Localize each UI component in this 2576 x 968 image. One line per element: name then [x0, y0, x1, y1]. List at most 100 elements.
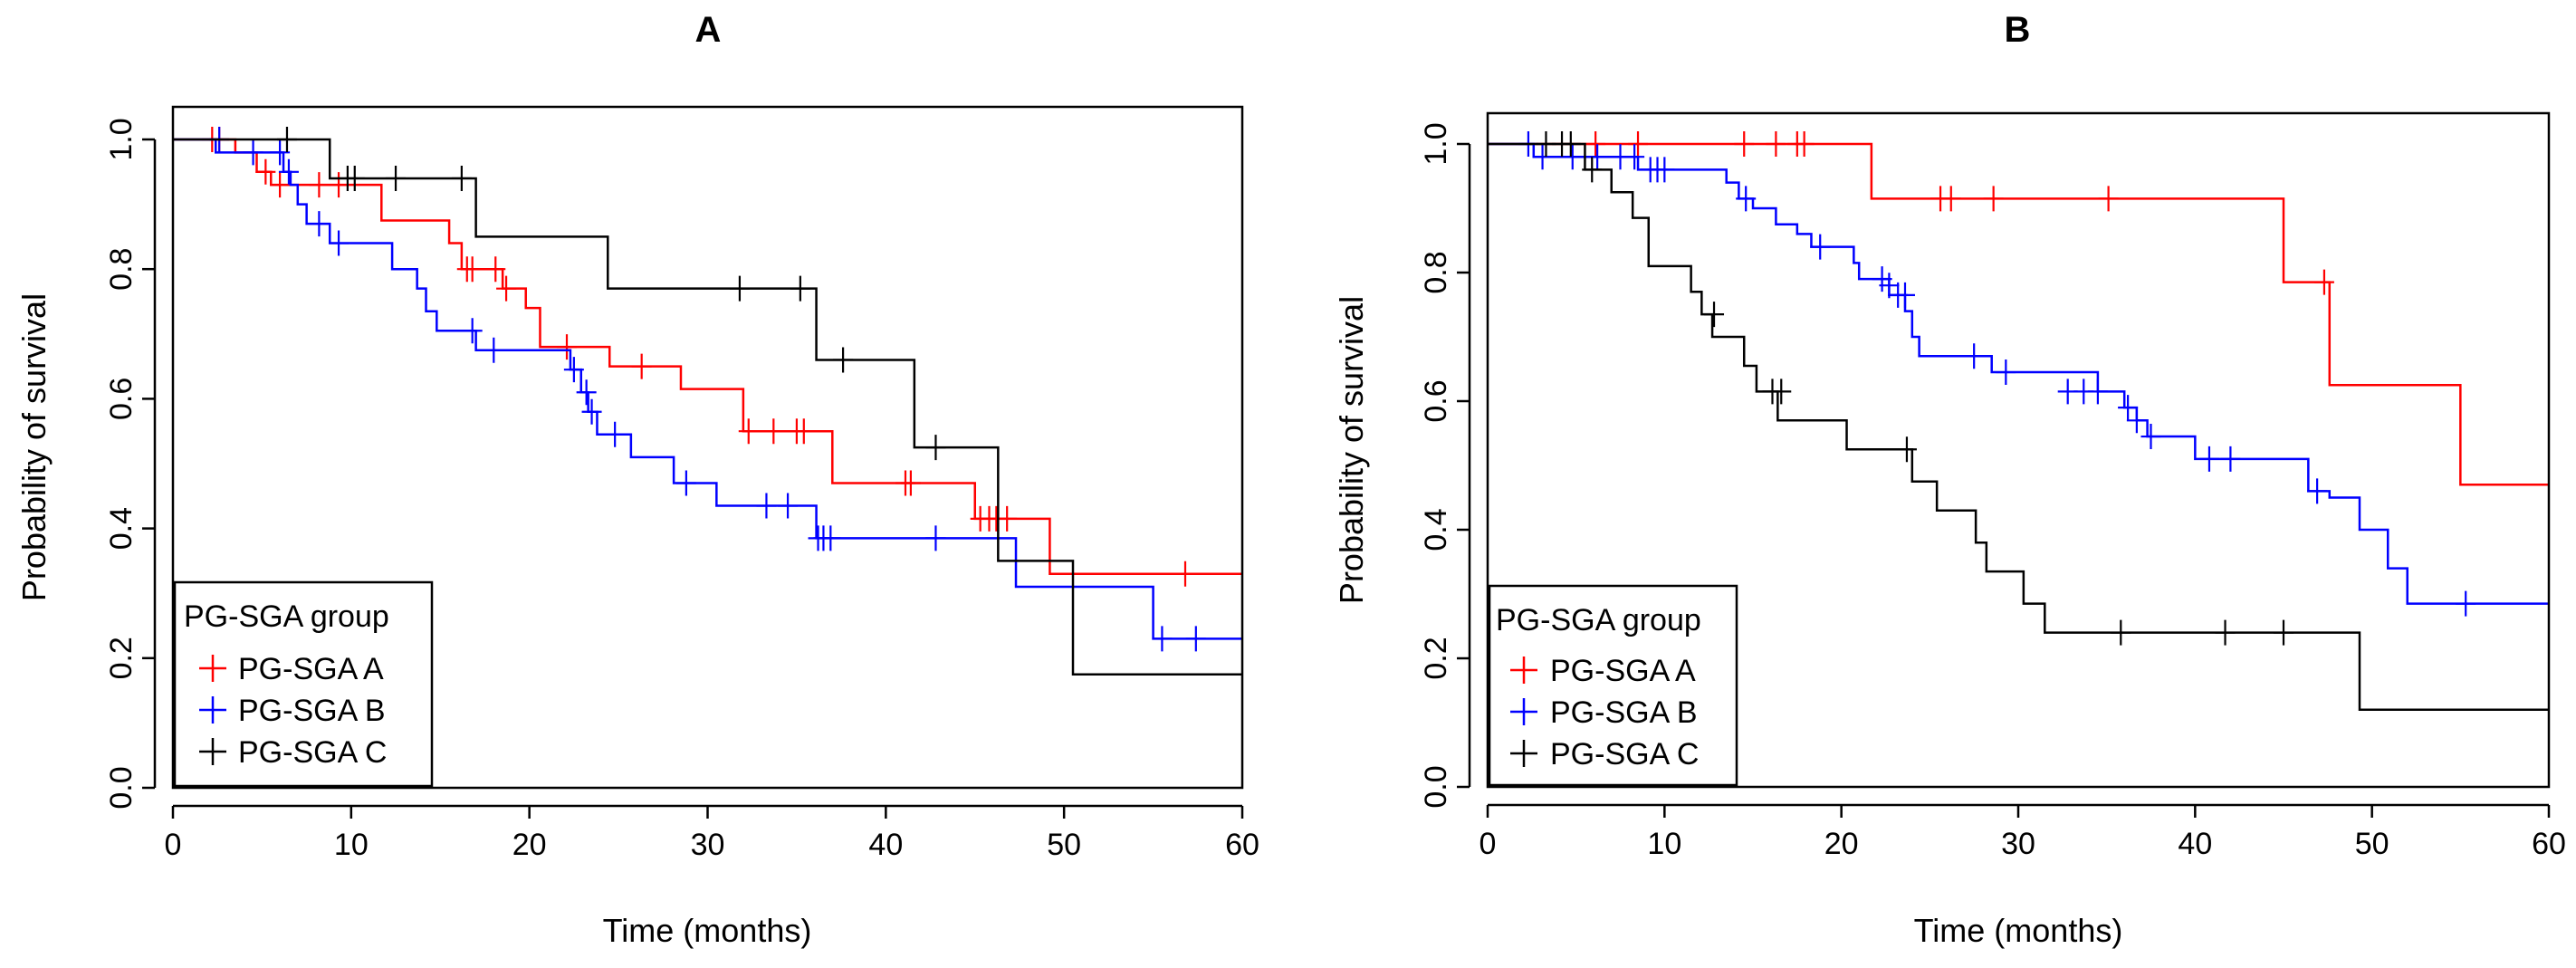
chart-b-legend-title: PG-SGA group [1496, 603, 1701, 637]
chart-b-x-tick-label: 60 [2532, 827, 2566, 861]
chart-a-censor-mark-pg-sga-c [386, 165, 407, 191]
chart-b-censor-mark-pg-sga-c [1896, 436, 1917, 463]
chart-b-censor-mark-pg-sga-b [1532, 144, 1553, 170]
chart-a-censor-mark-pg-sga-a [496, 275, 517, 302]
chart-a-censor-mark-pg-sga-a [329, 172, 350, 198]
chart-a-censor-mark-pg-sga-a [900, 470, 921, 496]
chart-a-censor-mark-pg-sga-b [581, 398, 602, 425]
chart-a-censor-mark-pg-sga-b [605, 421, 626, 447]
chart-a-censor-mark-pg-sga-b [778, 493, 799, 519]
chart-b-y-tick-label: 0.8 [1419, 251, 1453, 293]
chart-a-y-tick-label: 0.2 [104, 637, 139, 679]
chart-a-censor-mark-pg-sga-a [462, 256, 483, 283]
chart-b-legend-entry-a: PG-SGA A [1510, 654, 1696, 688]
chart-a-x-tick-label: 10 [334, 828, 369, 862]
chart-b-censor-mark-pg-sga-c [2111, 619, 2131, 646]
chart-panel-b: B 0 10 20 30 40 50 60 0.0 0.2 0.4 0.6 0.8 1.0 Time … [1333, 10, 2566, 949]
chart-b-x-tick-label: 50 [2355, 827, 2389, 861]
chart-b-censor-mark-pg-sga-c [2274, 619, 2294, 646]
chart-b-legend: PG-SGA group PG-SGA A PG-SGA B PG-SGA C [1488, 584, 1738, 787]
chart-a-censor-mark-pg-sga-b [484, 337, 504, 363]
chart-a-censor-mark-pg-sga-b [820, 525, 841, 551]
chart-b-title: B [2005, 10, 2031, 50]
chart-a-x-tick-label: 30 [691, 828, 725, 862]
chart-b-censor-mark-pg-sga-b [1562, 144, 1583, 170]
chart-b-y-tick-label: 0.6 [1419, 379, 1453, 422]
chart-a-legend-label-a: PG-SGA A [238, 652, 384, 686]
chart-a-censor-mark-pg-sga-b [576, 379, 597, 406]
chart-a-legend-marker-a [199, 655, 226, 682]
chart-b-y-tick-label: 0.4 [1419, 508, 1453, 551]
chart-a-x-axis-label: Time (months) [603, 912, 812, 949]
chart-a-censor-mark-pg-sga-c [790, 275, 810, 302]
chart-panel-a: A 0 10 20 30 40 50 60 0.0 0.2 0.4 0.6 0.8 1.0 Time … [15, 10, 1259, 949]
chart-b-legend-entry-c: PG-SGA C [1510, 737, 1699, 772]
chart-b-censor-mark-pg-sga-a [2098, 186, 2119, 212]
chart-b-censor-mark-pg-sga-b [1894, 282, 1915, 308]
chart-a-censor-mark-pg-sga-c [833, 347, 854, 373]
chart-a-curve-pg-sga-a [173, 138, 1242, 575]
chart-b-y-tick-label: 1.0 [1419, 122, 1453, 165]
chart-a-censor-mark-pg-sga-a [793, 418, 814, 445]
chart-b-y-axis: 0.0 0.2 0.4 0.6 0.8 1.0 [1419, 122, 1471, 809]
chart-a-legend-entry-b: PG-SGA B [199, 694, 386, 728]
chart-b-censor-mark-pg-sga-b [1654, 157, 1675, 183]
chart-b-legend-entry-b: PG-SGA B [1510, 695, 1698, 730]
chart-a-censor-mark-pg-sga-a [485, 256, 506, 283]
chart-b-censor-mark-pg-sga-b [1879, 273, 1900, 299]
chart-b-censor-mark-pg-sga-b [2220, 446, 2241, 472]
chart-b-censor-mark-pg-sga-a [1585, 131, 1606, 157]
chart-b-censor-mark-pg-sga-b [1736, 186, 1757, 212]
chart-b-censor-mark-pg-sga-c [1582, 157, 1603, 183]
chart-a-legend: PG-SGA group PG-SGA A PG-SGA B PG-SGA C [173, 580, 434, 788]
chart-a-censor-mark-pg-sga-b [756, 493, 777, 519]
chart-a-y-tick-label: 0.8 [104, 248, 139, 291]
chart-a-legend-title: PG-SGA group [184, 599, 389, 634]
chart-b-x-tick-label: 20 [1824, 827, 1859, 861]
chart-b-x-axis-label: Time (months) [1914, 912, 2123, 949]
chart-b-censor-mark-pg-sga-b [2198, 446, 2219, 472]
chart-a-censor-mark-pg-sga-a [557, 334, 578, 360]
chart-b-censor-mark-pg-sga-b [2307, 478, 2328, 504]
chart-a-censor-mark-pg-sga-b [1185, 626, 1206, 652]
chart-a-x-axis: 0 10 20 30 40 50 60 [165, 804, 1259, 862]
chart-b-legend-marker-a [1510, 657, 1537, 684]
chart-a-legend-box [173, 580, 434, 788]
chart-b-y-tick-label: 0.2 [1419, 637, 1453, 679]
chart-b-legend-marker-c [1510, 740, 1537, 767]
chart-a-censor-mark-pg-sga-b [270, 139, 291, 166]
chart-b-y-axis-label: Probability of survival [1333, 296, 1370, 604]
chart-b-censor-mark-pg-sga-a [1628, 131, 1649, 157]
chart-a-censor-mark-pg-sga-a [1175, 561, 1196, 587]
chart-b-censor-mark-pg-sga-c [1560, 131, 1581, 157]
chart-a-censor-mark-pg-sga-b [1152, 626, 1173, 652]
chart-a-censor-mark-pg-sga-b [925, 525, 946, 551]
chart-b-x-tick-label: 10 [1647, 827, 1681, 861]
chart-a-censor-mark-pg-sga-c [276, 127, 297, 152]
chart-b-censor-mark-pg-sga-b [2140, 424, 2161, 450]
chart-a-censor-mark-pg-sga-b [243, 139, 263, 166]
chart-b-censor-mark-pg-sga-b [2126, 407, 2147, 434]
chart-b-censor-mark-pg-sga-a [1940, 186, 1961, 212]
chart-a-censor-mark-pg-sga-c [344, 165, 365, 191]
chart-b-censor-mark-pg-sga-c [1704, 302, 1725, 328]
chart-b-censor-mark-pg-sga-a [1734, 131, 1755, 157]
chart-a-legend-label-b: PG-SGA B [238, 694, 386, 728]
chart-b-x-tick-label: 30 [2001, 827, 2035, 861]
chart-a-censor-mark-pg-sga-a [270, 172, 291, 198]
chart-b-series-layer [1488, 131, 2549, 712]
chart-a-title: A [695, 10, 722, 50]
chart-a-y-axis: 0.0 0.2 0.4 0.6 0.8 1.0 [104, 118, 157, 810]
chart-a-censor-mark-pg-sga-a [997, 505, 1018, 532]
chart-b-x-axis: 0 10 20 30 40 50 60 [1480, 803, 2566, 861]
chart-a-series-layer [173, 127, 1242, 676]
chart-a-legend-entry-c: PG-SGA C [199, 735, 387, 770]
chart-b-censor-mark-pg-sga-a [2313, 269, 2334, 295]
chart-b-y-tick-label: 0.0 [1419, 765, 1453, 808]
chart-a-y-axis-label: Probability of survival [15, 293, 53, 601]
chart-a-censor-mark-pg-sga-b [309, 211, 330, 237]
chart-a-censor-mark-pg-sga-a [631, 353, 652, 379]
chart-a-censor-mark-pg-sga-b [278, 158, 299, 185]
chart-a-censor-mark-pg-sga-b [675, 470, 696, 496]
